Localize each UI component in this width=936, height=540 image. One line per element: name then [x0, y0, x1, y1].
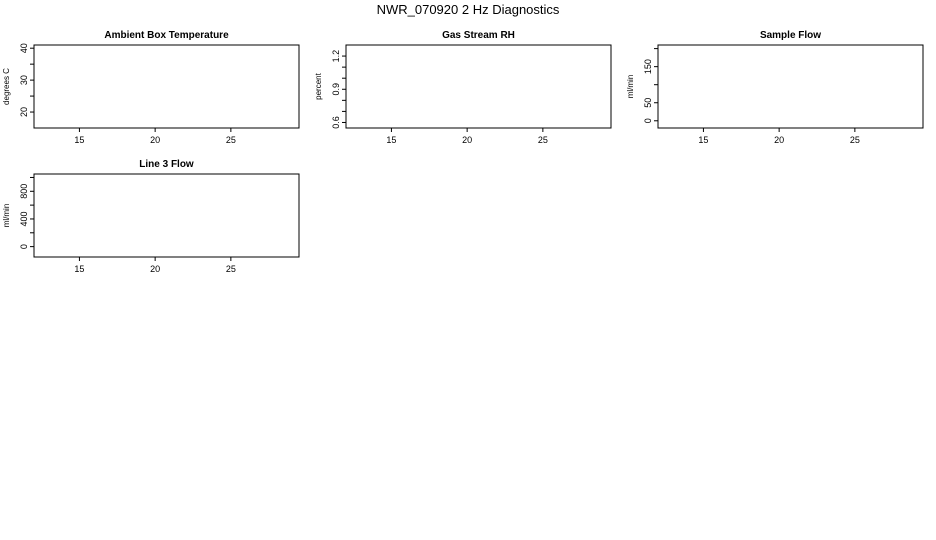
chart-title: Gas Stream RH [442, 30, 515, 41]
plot-frame [657, 44, 924, 129]
y-axis-label: ml/min [626, 75, 635, 99]
chart-title: Sample Flow [760, 30, 821, 41]
y-tick-label: 40 [19, 43, 29, 53]
y-tick-label: 0.9 [331, 83, 341, 96]
x-tick-label: 15 [386, 135, 396, 145]
x-tick-label: 15 [698, 135, 708, 145]
y-axis-label: ml/min [2, 204, 11, 228]
y-tick-label: 0 [643, 118, 653, 123]
y-tick-label: 20 [19, 107, 29, 117]
y-axis-label: degrees C [2, 68, 11, 105]
x-tick-label: 20 [150, 264, 160, 274]
y-tick-label: 800 [19, 184, 29, 199]
chart-panel-gas-stream-rh: Gas Stream RH 15 20 25 0.6 0.9 1.2 percent [314, 30, 612, 145]
plot-frame [345, 44, 612, 129]
plot-frame [33, 44, 300, 129]
chart-title: Ambient Box Temperature [104, 30, 229, 41]
y-tick-label: 1.2 [331, 50, 341, 63]
y-tick-label: 50 [643, 98, 653, 108]
y-tick-label: 30 [19, 75, 29, 85]
x-tick-label: 25 [226, 264, 236, 274]
page-title: NWR_070920 2 Hz Diagnostics [376, 2, 560, 17]
x-tick-label: 20 [462, 135, 472, 145]
chart-panel-sample-flow: Sample Flow 15 20 25 0 50 150 ml/min [626, 30, 924, 145]
x-tick-label: 25 [226, 135, 236, 145]
y-tick-label: 150 [643, 59, 653, 74]
y-tick-label: 400 [19, 211, 29, 226]
plot-frame [33, 173, 300, 258]
y-tick-label: 0 [19, 244, 29, 249]
x-tick-label: 15 [74, 135, 84, 145]
x-tick-label: 15 [74, 264, 84, 274]
x-tick-label: 25 [850, 135, 860, 145]
chart-panel-line-3-flow: Line 3 Flow 15 20 25 0 400 800 ml/min [2, 159, 300, 274]
x-tick-label: 20 [150, 135, 160, 145]
x-tick-label: 20 [774, 135, 784, 145]
chart-panel-ambient-box-temperature: Ambient Box Temperature 15 20 25 20 30 40 degre… [2, 30, 300, 145]
y-axis-label: percent [314, 72, 323, 99]
chart-title: Line 3 Flow [139, 159, 194, 170]
y-tick-label: 0.6 [331, 116, 341, 129]
x-tick-label: 25 [538, 135, 548, 145]
